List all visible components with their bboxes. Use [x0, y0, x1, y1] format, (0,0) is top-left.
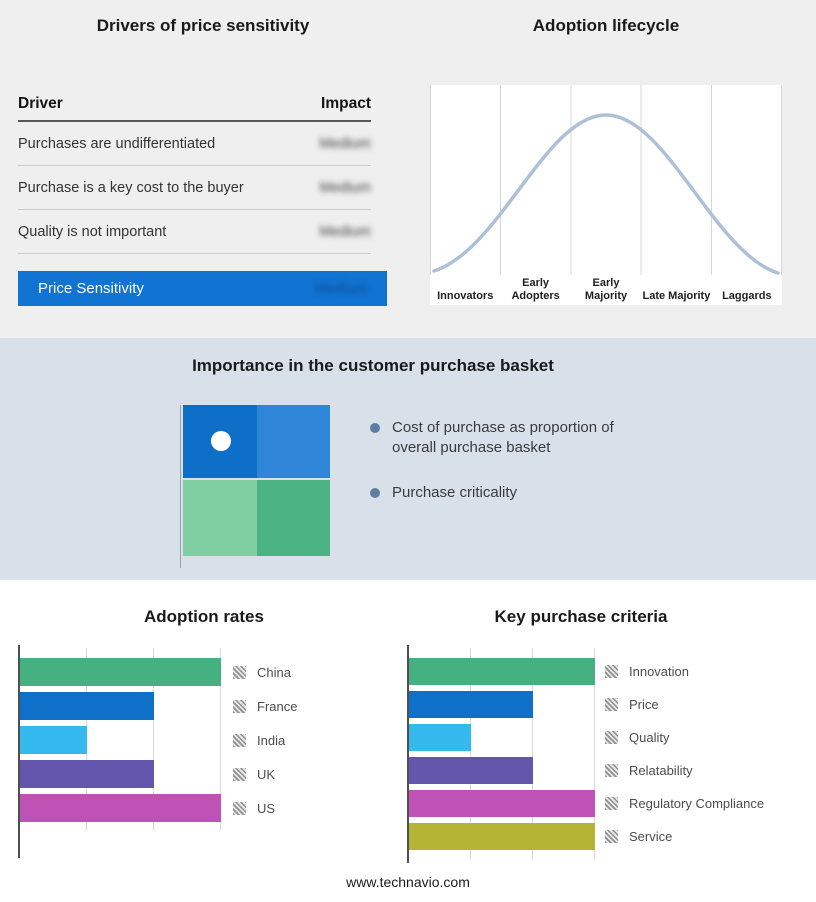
- legend-item: Regulatory Compliance: [605, 790, 764, 817]
- key-purchase-criteria-title: Key purchase criteria: [494, 607, 668, 626]
- bar-france: [20, 692, 154, 720]
- legend-item: UK: [233, 760, 297, 788]
- legend-hatch-icon: [605, 797, 618, 810]
- legend-hatch-icon: [605, 731, 618, 744]
- quadrant-cell-bottom-right: [257, 480, 330, 556]
- drivers-table: Driver Impact Purchases are undifferenti…: [18, 88, 371, 254]
- legend-hatch-icon: [605, 698, 618, 711]
- quadrant-cell-bottom-left: [183, 480, 257, 556]
- legend-item: Relatability: [605, 757, 764, 784]
- lifecycle-panel-title: Adoption lifecycle: [532, 16, 680, 35]
- legend-label: France: [257, 698, 298, 714]
- stage-labels: Innovators Early Adopters Early Majority…: [430, 277, 782, 303]
- driver-row: Quality is not important Medium: [18, 210, 371, 254]
- impact-value-blurred: Medium: [319, 223, 371, 240]
- key-purchase-criteria-legend: Innovation Price Quality Relatability Re…: [605, 658, 764, 856]
- legend-label: Relatability: [629, 763, 693, 778]
- legend-label: China: [257, 664, 291, 680]
- purchase-basket-quadrant: [183, 405, 330, 556]
- legend-label: Innovation: [629, 664, 689, 679]
- bar-group: [409, 658, 595, 850]
- drivers-table-header: Driver Impact: [18, 88, 371, 122]
- driver-label: Purchases are undifferentiated: [18, 135, 216, 152]
- legend-label: UK: [257, 766, 276, 782]
- bullet-item: Cost of purchase as proportion of overal…: [370, 418, 652, 459]
- lifecycle-chart: Innovators Early Adopters Early Majority…: [430, 85, 782, 305]
- legend-label: Regulatory Compliance: [629, 796, 765, 811]
- legend-item: India: [233, 726, 297, 754]
- bar-india: [20, 726, 87, 754]
- bullet-icon: [370, 423, 380, 433]
- stage-label-innovators: Innovators: [437, 290, 494, 303]
- legend-item: Price: [605, 691, 764, 718]
- driver-label: Quality is not important: [18, 223, 167, 240]
- bar-innovation: [409, 658, 595, 685]
- bar-relatability: [409, 757, 533, 784]
- legend-hatch-icon: [605, 665, 618, 678]
- legend-hatch-icon: [233, 733, 246, 747]
- stage-label-late-majority: Late Majority: [642, 290, 711, 303]
- legend-hatch-icon: [233, 767, 246, 781]
- bar-uk: [20, 760, 154, 788]
- impact-value-blurred: Medium: [314, 280, 368, 297]
- legend-item: France: [233, 692, 297, 720]
- legend-item: US: [233, 794, 297, 822]
- middle-section: Importance in the customer purchase bask…: [0, 338, 816, 580]
- bar-regulatory-compliance: [409, 790, 595, 817]
- legend-hatch-icon: [233, 801, 246, 815]
- drivers-panel-title: Drivers of price sensitivity: [96, 16, 310, 35]
- driver-row: Purchases are undifferentiated Medium: [18, 122, 371, 166]
- driver-column-header: Driver: [18, 95, 63, 112]
- purchase-basket-title: Importance in the customer purchase bask…: [192, 356, 554, 375]
- adoption-rates-plot: [20, 648, 222, 830]
- driver-label: Purchase is a key cost to the buyer: [18, 179, 244, 196]
- key-purchase-criteria-plot: [409, 648, 596, 859]
- legend-item: Innovation: [605, 658, 764, 685]
- bar-us: [20, 794, 221, 822]
- bullet-text: Purchase criticality: [392, 483, 518, 501]
- legend-label: Service: [629, 829, 673, 844]
- impact-value-blurred: Medium: [319, 179, 371, 196]
- website-url: www.technavio.com: [346, 874, 470, 890]
- adoption-curve: [432, 113, 780, 275]
- adoption-rates-title: Adoption rates: [144, 607, 264, 626]
- legend-item: Quality: [605, 724, 764, 751]
- marker-dot: [211, 431, 231, 451]
- quadrant-axis-line: [180, 405, 181, 568]
- legend-hatch-icon: [605, 830, 618, 843]
- legend-hatch-icon: [233, 699, 246, 713]
- legend-hatch-icon: [605, 764, 618, 777]
- bar-group: [20, 658, 221, 822]
- bar-service: [409, 823, 595, 850]
- legend-label: Quality: [629, 730, 670, 745]
- y-axis-line: [407, 645, 409, 863]
- bullet-text: Cost of purchase as proportion of overal…: [392, 419, 614, 457]
- legend-hatch-icon: [233, 665, 246, 679]
- driver-row: Purchase is a key cost to the buyer Medi…: [18, 166, 371, 210]
- bullet-icon: [370, 487, 380, 498]
- bar-price: [409, 691, 533, 718]
- y-axis-line: [18, 645, 20, 858]
- impact-column-header: Impact: [321, 95, 371, 112]
- stage-label-early-adopters: Early Adopters: [511, 277, 560, 303]
- purchase-basket-bullets: Cost of purchase as proportion of overal…: [370, 418, 652, 527]
- stage-label-laggards: Laggards: [722, 290, 772, 303]
- bullet-item: Purchase criticality: [370, 483, 652, 503]
- legend-label: India: [257, 732, 286, 748]
- price-sensitivity-label: Price Sensitivity: [38, 280, 144, 297]
- legend-item: China: [233, 658, 297, 686]
- stage-label-early-majority: Early Majority: [584, 277, 628, 303]
- adoption-rates-legend: China France India UK US: [233, 658, 297, 828]
- price-sensitivity-row: Price Sensitivity Medium: [18, 271, 387, 306]
- legend-item: Service: [605, 823, 764, 850]
- bar-china: [20, 658, 221, 686]
- impact-value-blurred: Medium: [319, 135, 371, 152]
- bar-quality: [409, 724, 471, 751]
- legend-label: US: [257, 800, 276, 816]
- legend-label: Price: [629, 697, 659, 712]
- bottom-section: Adoption rates Key purchase criteria Chi…: [0, 580, 816, 902]
- top-section: Drivers of price sensitivity Adoption li…: [0, 0, 816, 338]
- quadrant-cell-top-right: [257, 405, 330, 478]
